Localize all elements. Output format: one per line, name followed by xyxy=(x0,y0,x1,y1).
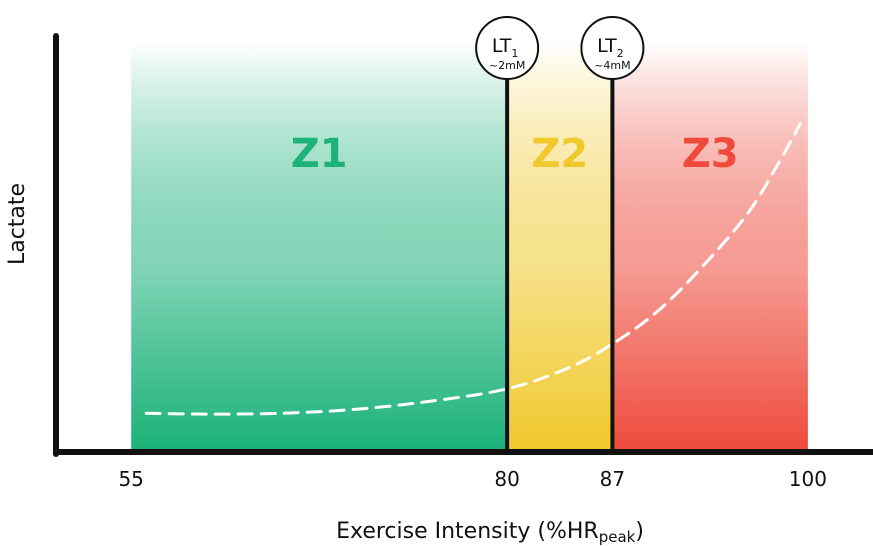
zone-labels: Z1 Z2 Z3 xyxy=(291,131,739,177)
zones xyxy=(131,42,808,450)
x-tick-100: 100 xyxy=(789,467,827,491)
x-tick-labels: 55 80 87 100 xyxy=(118,467,827,491)
threshold-lt2: LT2~4mM xyxy=(580,16,645,450)
y-axis-title: Lactate xyxy=(5,183,30,265)
threshold-badge xyxy=(580,16,645,80)
threshold-label: LT2 xyxy=(597,35,624,60)
x-axis-title-subscript: peak xyxy=(599,528,636,546)
threshold-markers: LT1~2mM LT2~4mM xyxy=(475,16,645,450)
lactate-curve xyxy=(144,122,802,416)
zone-label-z2: Z2 xyxy=(531,131,588,177)
x-tick-87: 87 xyxy=(600,467,625,491)
threshold-note: ~4mM xyxy=(594,59,630,72)
threshold-note: ~2mM xyxy=(489,59,525,72)
zone-band-z3 xyxy=(612,42,808,450)
zone-label-z1: Z1 xyxy=(291,131,348,177)
x-axis-title: Exercise Intensity (%HRpeak) xyxy=(336,519,644,546)
zone-band-z1 xyxy=(131,42,508,450)
threshold-label: LT1 xyxy=(492,35,519,60)
threshold-lt1: LT1~2mM xyxy=(475,16,540,450)
zone-band-z2 xyxy=(507,42,613,450)
x-axis-title-close: ) xyxy=(635,519,644,544)
zone-label-z3: Z3 xyxy=(682,131,739,177)
x-tick-80: 80 xyxy=(494,467,519,491)
x-axis-title-main: Exercise Intensity (%HR xyxy=(336,519,599,544)
threshold-badge xyxy=(475,16,540,80)
x-tick-55: 55 xyxy=(118,467,143,491)
